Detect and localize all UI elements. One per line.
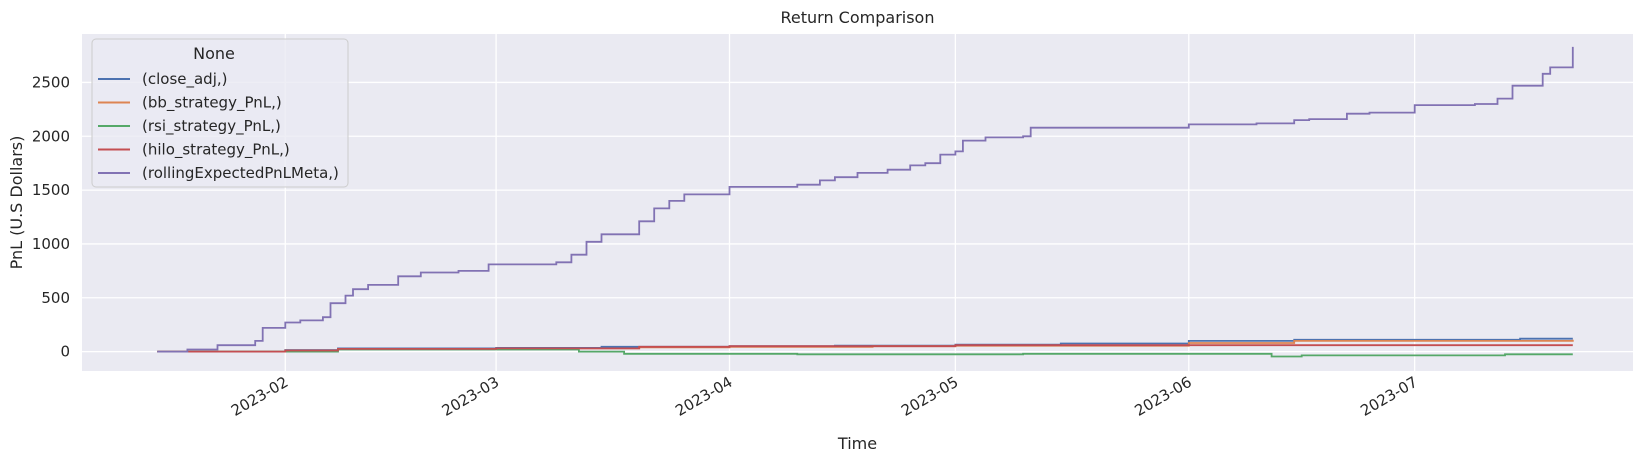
x-tick-label: 2023-07 (1357, 373, 1420, 420)
y-tick-label: 2500 (32, 73, 70, 91)
series-line (157, 46, 1574, 353)
y-tick-label: 500 (41, 289, 70, 307)
x-tick-label: 2023-06 (1131, 373, 1194, 420)
y-axis-ticks: 0 500 1000 1500 2000 2500 (32, 73, 70, 360)
chart-title: Return Comparison (781, 8, 935, 27)
legend-label: (rsi_strategy_PnL,) (142, 117, 281, 136)
y-tick-label: 2000 (32, 127, 70, 145)
y-tick-label: 1000 (32, 235, 70, 253)
y-tick-label: 0 (60, 343, 70, 361)
series-lines (157, 46, 1574, 358)
legend-box (91, 38, 349, 188)
legend-label: (close_adj,) (142, 70, 228, 89)
x-axis-label: Time (837, 434, 877, 453)
legend-title: None (193, 44, 235, 63)
x-axis-ticks: 2023-02 2023-03 2023-04 2023-05 2023-06 2023-… (228, 373, 1421, 420)
legend: None (close_adj,) (bb_strategy_PnL,) (rsi_… (91, 38, 349, 188)
legend-items: (close_adj,) (bb_strategy_PnL,) (rsi_strat… (98, 70, 339, 182)
y-tick-label: 1500 (32, 181, 70, 199)
legend-label: (hilo_strategy_PnL,) (142, 141, 290, 160)
x-tick-label: 2023-05 (898, 373, 961, 420)
legend-label: (bb_strategy_PnL,) (142, 94, 282, 113)
series-line (157, 344, 1573, 353)
x-tick-label: 2023-03 (439, 373, 502, 420)
x-tick-label: 2023-04 (672, 373, 735, 420)
y-axis-label: PnL (U.S Dollars) (7, 136, 26, 270)
legend-label: (rollingExpectedPnLMeta,) (142, 164, 339, 182)
x-tick-label: 2023-02 (228, 373, 291, 420)
